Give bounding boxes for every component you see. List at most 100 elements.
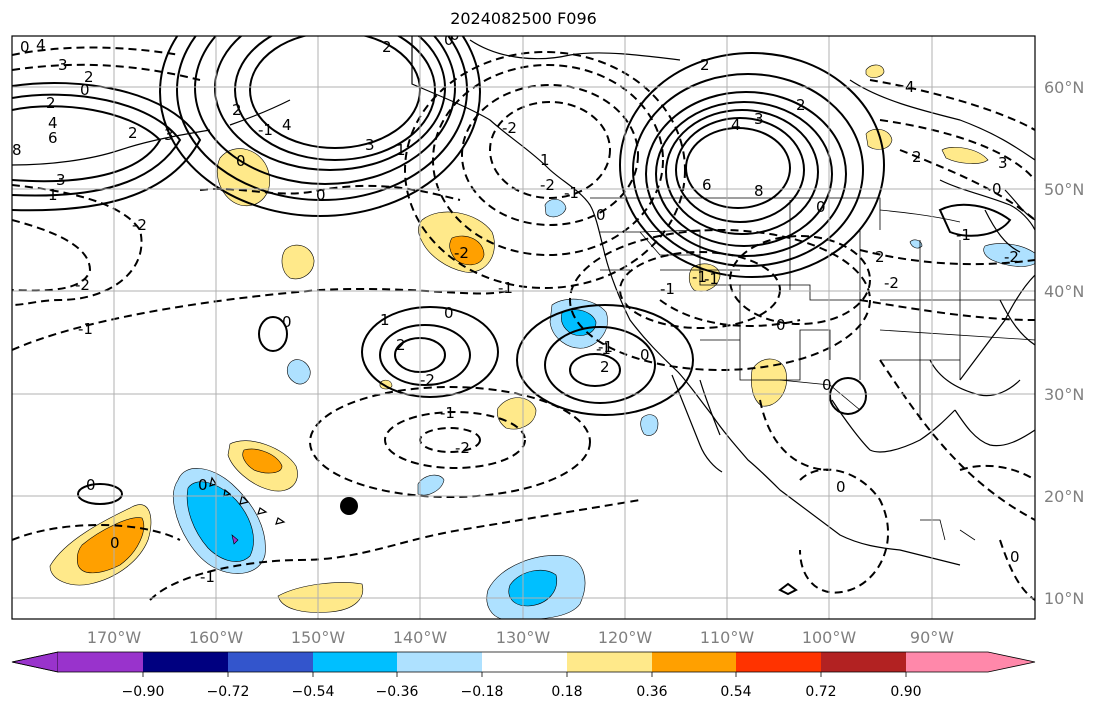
lon-label: 90°W bbox=[910, 628, 954, 647]
svg-text:-2: -2 bbox=[502, 119, 517, 137]
colorbar-tick: 0.36 bbox=[636, 684, 667, 700]
svg-text:0: 0 bbox=[836, 478, 846, 496]
svg-text:4: 4 bbox=[905, 78, 915, 96]
lon-label: 170°W bbox=[87, 628, 142, 647]
svg-text:-1: -1 bbox=[564, 184, 579, 202]
svg-text:2: 2 bbox=[232, 101, 242, 119]
svg-text:-1: -1 bbox=[498, 279, 513, 297]
colorbar-segment bbox=[652, 652, 737, 672]
colorbar-segment bbox=[567, 652, 652, 672]
svg-text:0: 0 bbox=[86, 476, 96, 494]
shaded-regions bbox=[49, 64, 1035, 619]
positive-contours bbox=[12, 36, 1012, 596]
map-title: 2024082500 F096 bbox=[450, 9, 597, 28]
coastlines bbox=[12, 36, 1035, 566]
svg-text:0: 0 bbox=[776, 316, 786, 334]
svg-text:2: 2 bbox=[600, 358, 610, 376]
svg-text:3: 3 bbox=[754, 110, 764, 128]
svg-text:4: 4 bbox=[36, 36, 46, 54]
svg-text:-2: -2 bbox=[454, 244, 469, 262]
svg-text:0: 0 bbox=[596, 206, 606, 224]
svg-text:0: 0 bbox=[816, 198, 826, 216]
colorbar-tick: −0.90 bbox=[122, 684, 165, 700]
map-panel: 4 3 2 2 0 0 4 6 8 3 2 1 2 0 3 4 2 1 3 0 … bbox=[12, 26, 1035, 619]
svg-text:0: 0 bbox=[640, 346, 650, 364]
map-frame bbox=[11, 35, 1036, 620]
svg-text:-2: -2 bbox=[75, 276, 90, 294]
svg-text:0: 0 bbox=[444, 304, 454, 322]
svg-text:3: 3 bbox=[998, 154, 1008, 172]
svg-text:0: 0 bbox=[822, 376, 832, 394]
colorbar-tick: 0.54 bbox=[720, 684, 751, 700]
borders bbox=[590, 197, 1035, 541]
colorbar-segment bbox=[482, 652, 567, 672]
svg-text:-1: -1 bbox=[200, 568, 215, 586]
svg-text:-2: -2 bbox=[540, 176, 555, 194]
svg-text:3: 3 bbox=[164, 126, 174, 144]
svg-text:-1: -1 bbox=[598, 338, 613, 356]
colorbar-segment bbox=[988, 652, 1035, 672]
svg-text:2: 2 bbox=[700, 56, 710, 74]
contour-labels: 4 3 2 2 0 0 4 6 8 3 2 1 2 0 3 4 2 1 3 0 … bbox=[12, 26, 1020, 586]
colorbar-tick: 0.72 bbox=[805, 684, 836, 700]
colorbar-segment bbox=[58, 652, 143, 672]
svg-text:0: 0 bbox=[110, 534, 120, 552]
svg-text:1: 1 bbox=[380, 311, 390, 329]
svg-text:-1: -1 bbox=[956, 226, 971, 244]
colorbar-tick: −0.54 bbox=[292, 684, 335, 700]
svg-text:0: 0 bbox=[316, 186, 326, 204]
svg-text:4: 4 bbox=[282, 116, 292, 134]
svg-text:2: 2 bbox=[128, 124, 138, 142]
lon-label: 140°W bbox=[393, 628, 448, 647]
svg-text:-2: -2 bbox=[455, 439, 470, 457]
svg-text:2: 2 bbox=[912, 148, 922, 166]
svg-text:-1: -1 bbox=[440, 404, 455, 422]
lat-label: 30°N bbox=[1044, 385, 1084, 404]
svg-text:0: 0 bbox=[450, 26, 460, 44]
lat-label: 10°N bbox=[1044, 589, 1084, 608]
colorbar-segment bbox=[397, 652, 482, 672]
colorbar-tick: 0.18 bbox=[551, 684, 582, 700]
lat-label: 60°N bbox=[1044, 78, 1084, 97]
svg-text:3: 3 bbox=[56, 171, 66, 189]
svg-text:8: 8 bbox=[12, 141, 22, 159]
svg-text:2: 2 bbox=[382, 38, 392, 56]
location-marker bbox=[340, 497, 358, 515]
colorbar-segment bbox=[736, 652, 821, 672]
colorbar-segment bbox=[143, 652, 228, 672]
lat-label: 50°N bbox=[1044, 180, 1084, 199]
colorbar-segment bbox=[313, 652, 398, 672]
colorbar-segment bbox=[821, 652, 906, 672]
svg-text:1: 1 bbox=[48, 186, 58, 204]
svg-text:1: 1 bbox=[396, 141, 406, 159]
graticule bbox=[12, 36, 1035, 619]
svg-text:2: 2 bbox=[396, 336, 406, 354]
lon-label: 160°W bbox=[189, 628, 244, 647]
svg-text:2: 2 bbox=[875, 248, 885, 266]
lon-label: 130°W bbox=[496, 628, 551, 647]
svg-text:-1: -1 bbox=[660, 280, 675, 298]
svg-text:-1: -1 bbox=[78, 320, 93, 338]
lon-label: 150°W bbox=[291, 628, 346, 647]
svg-text:-2: -2 bbox=[132, 216, 147, 234]
colorbar-segment bbox=[906, 652, 988, 672]
svg-text:0: 0 bbox=[992, 180, 1002, 198]
svg-text:1: 1 bbox=[540, 151, 550, 169]
svg-text:4: 4 bbox=[731, 116, 741, 134]
lon-label: 100°W bbox=[802, 628, 857, 647]
svg-text:4: 4 bbox=[48, 114, 58, 132]
svg-text:-1: -1 bbox=[704, 270, 719, 288]
colorbar-tick: −0.36 bbox=[376, 684, 419, 700]
svg-text:6: 6 bbox=[702, 176, 712, 194]
svg-text:-1: -1 bbox=[258, 121, 273, 139]
lat-label: 40°N bbox=[1044, 282, 1084, 301]
svg-text:0: 0 bbox=[20, 38, 30, 56]
svg-text:-2: -2 bbox=[420, 371, 435, 389]
colorbar-tick: −0.72 bbox=[207, 684, 250, 700]
longitude-labels: 170°W 160°W 150°W 140°W 130°W 120°W 110°… bbox=[87, 628, 954, 647]
colorbar-ticks: −0.90 −0.72 −0.54 −0.36 −0.18 0.18 0.36 … bbox=[122, 684, 922, 700]
svg-text:0: 0 bbox=[444, 31, 454, 49]
colorbar-outline bbox=[11, 651, 1036, 673]
svg-text:0: 0 bbox=[282, 313, 292, 331]
